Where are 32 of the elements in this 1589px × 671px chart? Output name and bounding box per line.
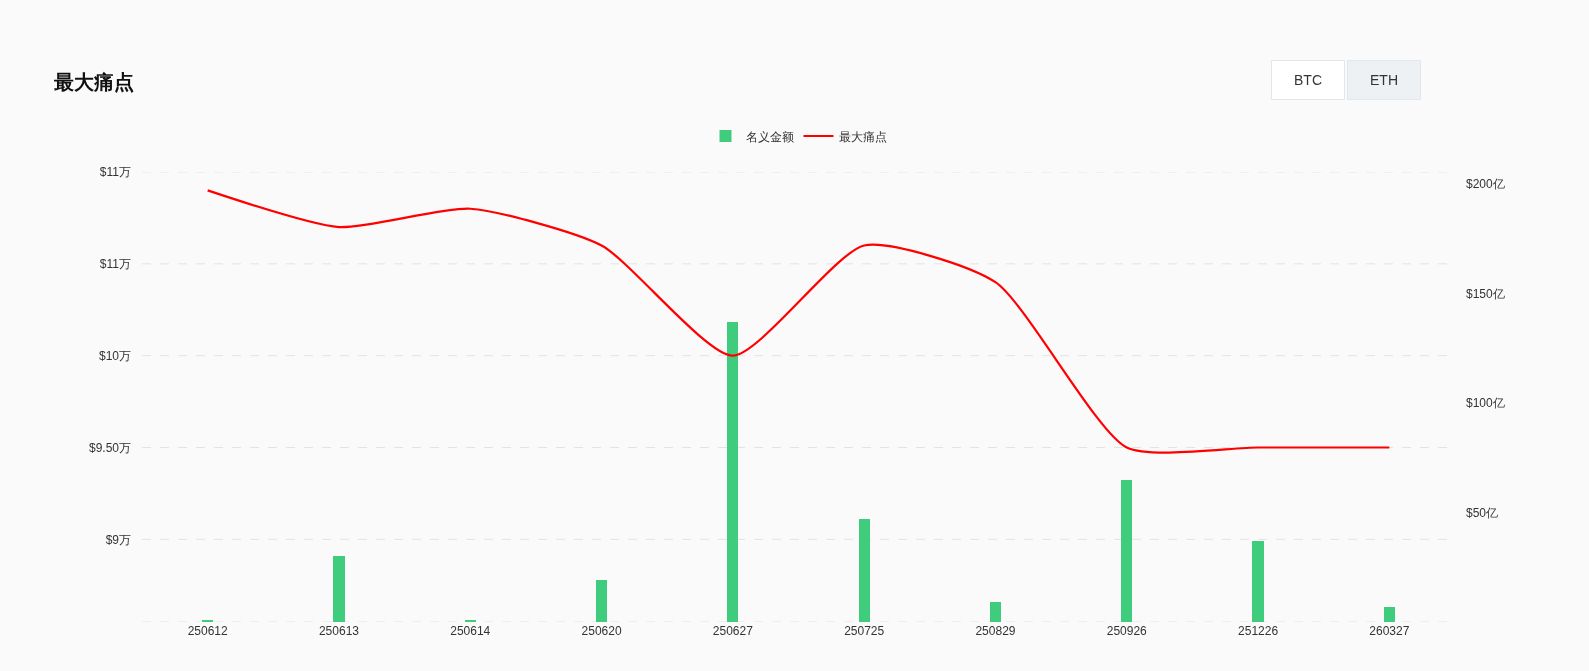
y2-tick-label: $100亿: [1466, 396, 1505, 411]
legend-label: 名义金额: [745, 129, 794, 144]
x-tick-label: 250620: [581, 624, 622, 638]
y-tick-label: $11万: [99, 257, 131, 272]
bar: [727, 322, 738, 622]
y-tick-label: $9.50万: [88, 440, 131, 455]
x-tick-label: 250725: [844, 624, 885, 638]
chart-title: 最大痛点: [53, 71, 134, 93]
y-tick-label: $9万: [105, 532, 131, 547]
x-tick-label: 250627: [712, 624, 754, 638]
legend-label: 最大痛点: [838, 129, 887, 144]
x-tick-label: 250926: [1106, 624, 1148, 638]
y-tick-label: $10万: [98, 348, 131, 363]
bar: [990, 602, 1001, 622]
bar: [1252, 541, 1264, 622]
bar: [596, 580, 607, 622]
y2-tick-label: $50亿: [1466, 505, 1499, 520]
text: BTC: [1294, 72, 1322, 88]
x-tick-label: 250829: [975, 624, 1016, 638]
y-tick-label: $11万: [99, 165, 131, 180]
x-tick-label: 250612: [187, 624, 228, 638]
text: ETH: [1370, 72, 1398, 88]
x-tick-label: 250613: [318, 624, 360, 638]
y2-tick-label: $150亿: [1466, 286, 1505, 301]
bar: [1384, 607, 1395, 622]
x-tick-label: 251226: [1238, 624, 1279, 638]
bar: [333, 556, 345, 622]
x-tick-label: 250614: [450, 624, 491, 638]
y2-tick-label: $200亿: [1466, 177, 1505, 192]
bar: [1121, 480, 1132, 622]
bar: [859, 519, 870, 622]
x-tick-label: 260327: [1369, 624, 1410, 638]
